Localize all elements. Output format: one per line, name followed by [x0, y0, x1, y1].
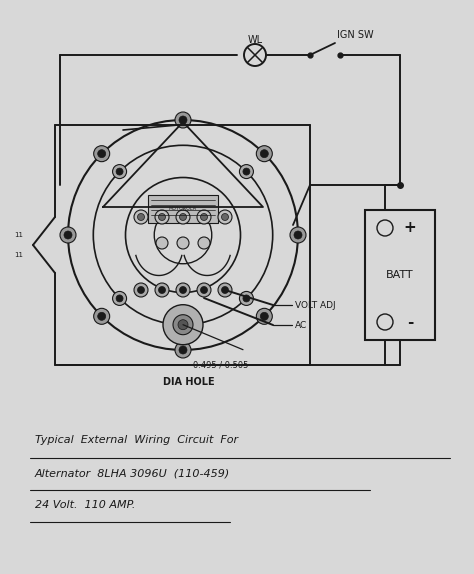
Circle shape — [294, 231, 302, 239]
Circle shape — [197, 210, 211, 224]
Text: IGN SW: IGN SW — [337, 30, 374, 40]
Text: BATT: BATT — [386, 270, 414, 280]
Circle shape — [239, 292, 254, 305]
Circle shape — [260, 312, 268, 320]
Text: Typical  External  Wiring  Circuit  For: Typical External Wiring Circuit For — [35, 435, 238, 445]
Circle shape — [116, 295, 123, 302]
Circle shape — [221, 286, 228, 293]
Circle shape — [112, 165, 127, 179]
Circle shape — [60, 227, 76, 243]
Text: AC: AC — [295, 320, 307, 329]
Circle shape — [137, 214, 145, 220]
Circle shape — [163, 305, 203, 345]
Circle shape — [112, 292, 127, 305]
Circle shape — [177, 237, 189, 249]
Circle shape — [94, 146, 109, 162]
Text: 0.495 / 0.505: 0.495 / 0.505 — [193, 360, 248, 369]
Text: -: - — [407, 315, 413, 329]
Text: 24 Volt.  110 AMP.: 24 Volt. 110 AMP. — [35, 500, 136, 510]
Circle shape — [116, 168, 123, 175]
Circle shape — [158, 286, 165, 293]
Circle shape — [178, 320, 188, 329]
Circle shape — [173, 315, 193, 335]
Circle shape — [218, 210, 232, 224]
Circle shape — [98, 312, 106, 320]
Circle shape — [243, 168, 250, 175]
Bar — [148, 195, 218, 223]
Text: 11: 11 — [15, 252, 24, 258]
Circle shape — [98, 150, 106, 158]
Text: DIA HOLE: DIA HOLE — [163, 377, 215, 387]
Circle shape — [243, 295, 250, 302]
Circle shape — [156, 237, 168, 249]
Circle shape — [175, 112, 191, 128]
Circle shape — [256, 146, 273, 162]
Circle shape — [201, 286, 208, 293]
Circle shape — [176, 283, 190, 297]
Circle shape — [221, 214, 228, 220]
Circle shape — [137, 286, 145, 293]
Circle shape — [134, 210, 148, 224]
Text: 11: 11 — [15, 232, 24, 238]
Circle shape — [155, 283, 169, 297]
Circle shape — [290, 227, 306, 243]
Circle shape — [179, 346, 187, 354]
Circle shape — [256, 308, 273, 324]
Circle shape — [198, 237, 210, 249]
Circle shape — [260, 150, 268, 158]
Text: MOTOROLA: MOTOROLA — [169, 207, 197, 211]
Circle shape — [155, 210, 169, 224]
Circle shape — [179, 116, 187, 124]
Text: VOLT ADJ: VOLT ADJ — [295, 301, 336, 309]
Circle shape — [64, 231, 72, 239]
Text: Alternator  8LHA 3096U  (110-459): Alternator 8LHA 3096U (110-459) — [35, 468, 230, 478]
Circle shape — [201, 214, 208, 220]
Circle shape — [180, 214, 186, 220]
Circle shape — [239, 165, 254, 179]
Circle shape — [94, 308, 109, 324]
Circle shape — [218, 283, 232, 297]
Circle shape — [134, 283, 148, 297]
Text: +: + — [404, 220, 416, 235]
Circle shape — [176, 210, 190, 224]
Circle shape — [180, 286, 186, 293]
Circle shape — [197, 283, 211, 297]
Circle shape — [175, 342, 191, 358]
Bar — [365, 210, 435, 340]
Circle shape — [158, 214, 165, 220]
Text: WL: WL — [247, 35, 263, 45]
